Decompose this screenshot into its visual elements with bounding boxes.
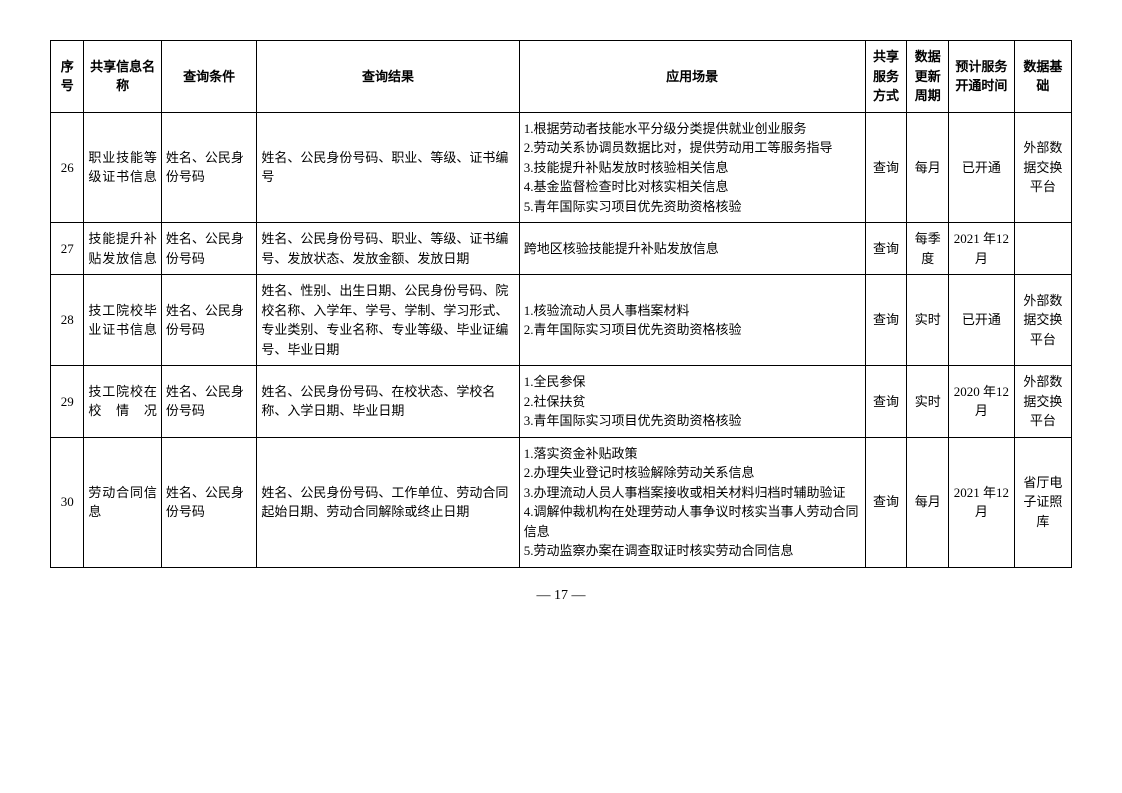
cell-cond: 姓名、公民身份号码: [161, 437, 256, 567]
cell-scene: 1.根据劳动者技能水平分级分类提供就业创业服务2.劳动关系协调员数据比对，提供劳…: [519, 112, 865, 223]
cell-time: 已开通: [949, 112, 1015, 223]
cell-cycle: 每月: [907, 112, 949, 223]
cell-scene: 1.核验流动人员人事档案材料2.青年国际实习项目优先资助资格核验: [519, 275, 865, 366]
cell-share: 查询: [865, 437, 907, 567]
cell-scene: 1.全民参保2.社保扶贫3.青年国际实习项目优先资助资格核验: [519, 366, 865, 438]
cell-basis: 外部数据交换平台: [1014, 366, 1071, 438]
header-result: 查询结果: [257, 41, 519, 113]
table-row: 26职业技能等级证书信息姓名、公民身份号码姓名、公民身份号码、职业、等级、证书编…: [51, 112, 1072, 223]
cell-scene: 跨地区核验技能提升补贴发放信息: [519, 223, 865, 275]
cell-basis: 省厅电子证照库: [1014, 437, 1071, 567]
cell-result: 姓名、性别、出生日期、公民身份号码、院校名称、入学年、学号、学制、学习形式、专业…: [257, 275, 519, 366]
cell-cond: 姓名、公民身份号码: [161, 112, 256, 223]
cell-name: 技工院校在校情况: [84, 366, 162, 438]
cell-share: 查询: [865, 223, 907, 275]
cell-cycle: 实时: [907, 275, 949, 366]
cell-basis: 外部数据交换平台: [1014, 112, 1071, 223]
header-cond: 查询条件: [161, 41, 256, 113]
cell-basis: 外部数据交换平台: [1014, 275, 1071, 366]
header-scene: 应用场景: [519, 41, 865, 113]
table-row: 30劳动合同信息姓名、公民身份号码姓名、公民身份号码、工作单位、劳动合同起始日期…: [51, 437, 1072, 567]
cell-time: 2020 年12 月: [949, 366, 1015, 438]
table-row: 27技能提升补贴发放信息姓名、公民身份号码姓名、公民身份号码、职业、等级、证书编…: [51, 223, 1072, 275]
cell-cond: 姓名、公民身份号码: [161, 275, 256, 366]
cell-seq: 27: [51, 223, 84, 275]
header-cycle: 数据更新周期: [907, 41, 949, 113]
table-row: 29技工院校在校情况姓名、公民身份号码姓名、公民身份号码、在校状态、学校名称、入…: [51, 366, 1072, 438]
page-number: — 17 —: [50, 588, 1072, 604]
cell-result: 姓名、公民身份号码、职业、等级、证书编号、发放状态、发放金额、发放日期: [257, 223, 519, 275]
cell-name: 技工院校毕业证书信息: [84, 275, 162, 366]
cell-cycle: 每月: [907, 437, 949, 567]
cell-cycle: 实时: [907, 366, 949, 438]
table-row: 28技工院校毕业证书信息姓名、公民身份号码姓名、性别、出生日期、公民身份号码、院…: [51, 275, 1072, 366]
header-name: 共享信息名称: [84, 41, 162, 113]
header-basis: 数据基础: [1014, 41, 1071, 113]
cell-seq: 29: [51, 366, 84, 438]
cell-result: 姓名、公民身份号码、在校状态、学校名称、入学日期、毕业日期: [257, 366, 519, 438]
data-sharing-table: 序号 共享信息名称 查询条件 查询结果 应用场景 共享服务方式 数据更新周期 预…: [50, 40, 1072, 568]
cell-cycle: 每季度: [907, 223, 949, 275]
cell-name: 职业技能等级证书信息: [84, 112, 162, 223]
table-body: 26职业技能等级证书信息姓名、公民身份号码姓名、公民身份号码、职业、等级、证书编…: [51, 112, 1072, 567]
header-time: 预计服务开通时间: [949, 41, 1015, 113]
cell-seq: 26: [51, 112, 84, 223]
cell-time: 2021 年12 月: [949, 223, 1015, 275]
cell-seq: 30: [51, 437, 84, 567]
header-share: 共享服务方式: [865, 41, 907, 113]
cell-share: 查询: [865, 112, 907, 223]
cell-time: 已开通: [949, 275, 1015, 366]
cell-share: 查询: [865, 275, 907, 366]
cell-basis: [1014, 223, 1071, 275]
cell-cond: 姓名、公民身份号码: [161, 223, 256, 275]
cell-name: 技能提升补贴发放信息: [84, 223, 162, 275]
cell-seq: 28: [51, 275, 84, 366]
cell-name: 劳动合同信息: [84, 437, 162, 567]
cell-cond: 姓名、公民身份号码: [161, 366, 256, 438]
cell-time: 2021 年12 月: [949, 437, 1015, 567]
cell-share: 查询: [865, 366, 907, 438]
cell-result: 姓名、公民身份号码、工作单位、劳动合同起始日期、劳动合同解除或终止日期: [257, 437, 519, 567]
table-header: 序号 共享信息名称 查询条件 查询结果 应用场景 共享服务方式 数据更新周期 预…: [51, 41, 1072, 113]
cell-scene: 1.落实资金补贴政策2.办理失业登记时核验解除劳动关系信息3.办理流动人员人事档…: [519, 437, 865, 567]
cell-result: 姓名、公民身份号码、职业、等级、证书编号: [257, 112, 519, 223]
header-seq: 序号: [51, 41, 84, 113]
